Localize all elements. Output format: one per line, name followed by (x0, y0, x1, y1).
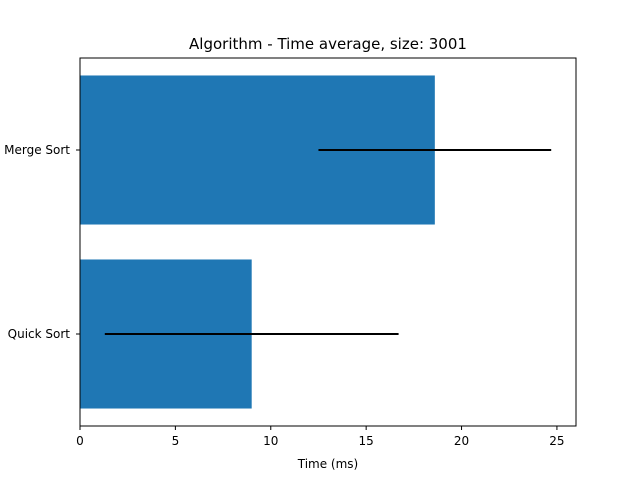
x-tick-label: 25 (549, 434, 564, 448)
error-bars-layer (104, 149, 552, 335)
plot-frame (79, 57, 577, 427)
x-tick-label: 5 (172, 434, 180, 448)
x-axis-label: Time (ms) (297, 457, 359, 471)
chart-title: Algorithm - Time average, size: 3001 (189, 35, 467, 53)
x-tick-label: 10 (263, 434, 278, 448)
x-tick-label: 0 (76, 434, 84, 448)
x-axis: 0 5 10 15 20 25 (76, 426, 565, 448)
y-tick-label: Merge Sort (4, 143, 70, 157)
bars-layer (80, 75, 435, 409)
y-tick-label: Quick Sort (8, 327, 71, 341)
x-tick-label: 20 (454, 434, 469, 448)
x-tick-label: 15 (359, 434, 374, 448)
y-axis: Quick Sort Merge Sort (4, 143, 80, 341)
